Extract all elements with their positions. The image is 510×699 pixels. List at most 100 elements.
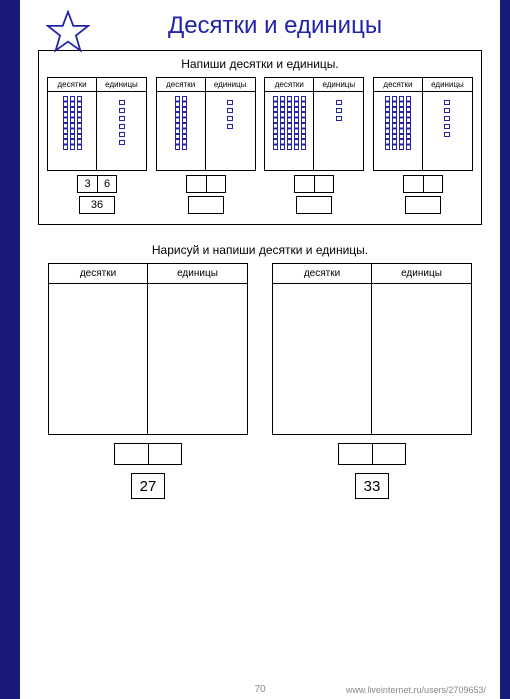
ten-bar	[385, 96, 390, 150]
total-given: 27	[131, 473, 165, 499]
units-answer[interactable]	[372, 443, 406, 465]
tens-answer[interactable]: 3	[77, 175, 97, 193]
unit-square	[119, 100, 125, 105]
big-table: десяткиединицы	[48, 263, 248, 435]
total-answer[interactable]	[405, 196, 441, 214]
units-answer[interactable]	[314, 175, 334, 193]
col-header-tens: десятки	[49, 264, 148, 284]
units-answer[interactable]	[206, 175, 226, 193]
col-header-tens: десятки	[273, 264, 372, 284]
tens-answer[interactable]	[403, 175, 423, 193]
unit-square	[444, 116, 450, 121]
col-header-tens: десятки	[374, 78, 423, 92]
units-answer[interactable]	[423, 175, 443, 193]
tens-answer[interactable]	[114, 443, 148, 465]
unit-square	[119, 132, 125, 137]
total-answer[interactable]	[188, 196, 224, 214]
unit-square	[227, 124, 233, 129]
answer-boxes	[373, 175, 473, 214]
big-answer-boxes: 33	[272, 443, 472, 499]
mini-tables-row: десяткиединицы3636десяткиединицыдесяткие…	[47, 77, 473, 214]
units-cell	[97, 92, 146, 170]
instruction-2: Нарисуй и напиши десятки и единицы.	[38, 243, 482, 257]
tens-cell	[157, 92, 206, 170]
tens-units-answer[interactable]	[294, 175, 334, 193]
tens-units-answer[interactable]	[186, 175, 226, 193]
col-header-units: единицы	[97, 78, 146, 92]
answer-boxes	[156, 175, 256, 214]
total-answer[interactable]: 36	[79, 196, 115, 214]
unit-square	[444, 124, 450, 129]
tens-answer[interactable]	[186, 175, 206, 193]
unit-square	[119, 116, 125, 121]
unit-square	[444, 108, 450, 113]
answer-boxes: 3636	[47, 175, 147, 214]
ten-bar	[406, 96, 411, 150]
unit-square	[227, 116, 233, 121]
unit-square	[119, 108, 125, 113]
unit-square	[227, 100, 233, 105]
mini-table: десяткиединицы	[373, 77, 473, 171]
ten-bar	[280, 96, 285, 150]
page-number: 70	[254, 684, 265, 695]
big-tables-row: десяткиединицы27десяткиединицы33	[38, 263, 482, 499]
ten-bar	[287, 96, 292, 150]
col-header-tens: десятки	[265, 78, 314, 92]
mini-table: десяткиединицы	[156, 77, 256, 171]
total-answer[interactable]	[296, 196, 332, 214]
tens-units-answer[interactable]	[114, 443, 182, 465]
col-header-tens: десятки	[157, 78, 206, 92]
unit-square	[336, 108, 342, 113]
units-draw-cell[interactable]	[148, 284, 247, 434]
instruction-1: Напиши десятки и единицы.	[47, 57, 473, 71]
mini-table-block: десяткиединицы3636	[47, 77, 147, 214]
tens-cell	[374, 92, 423, 170]
tens-units-answer[interactable]	[338, 443, 406, 465]
total-given: 33	[355, 473, 389, 499]
tens-cell	[48, 92, 97, 170]
ten-bar	[399, 96, 404, 150]
big-answer-boxes: 27	[48, 443, 248, 499]
ten-bar	[175, 96, 180, 150]
ten-bar	[182, 96, 187, 150]
unit-square	[444, 132, 450, 137]
ten-bar	[63, 96, 68, 150]
footer-url: www.liveinternet.ru/users/2709653/	[346, 685, 486, 695]
units-answer[interactable]	[148, 443, 182, 465]
units-draw-cell[interactable]	[372, 284, 471, 434]
col-header-units: единицы	[372, 264, 471, 284]
tens-units-answer[interactable]	[403, 175, 443, 193]
unit-square	[444, 100, 450, 105]
ten-bar	[77, 96, 82, 150]
big-table-block: десяткиединицы 27	[48, 263, 248, 499]
mini-table: десяткиединицы	[47, 77, 147, 171]
unit-square	[119, 124, 125, 129]
col-header-units: единицы	[148, 264, 247, 284]
section-draw-tens-units: Нарисуй и напиши десятки и единицы. деся…	[38, 243, 482, 499]
section-write-tens-units: Напиши десятки и единицы. десяткиединицы…	[38, 50, 482, 225]
mini-table: десяткиединицы	[264, 77, 364, 171]
tens-draw-cell[interactable]	[273, 284, 372, 434]
mini-table-block: десяткиединицы	[156, 77, 256, 214]
mini-table-block: десяткиединицы	[264, 77, 364, 214]
page-title: Десятки и единицы	[68, 12, 482, 40]
unit-square	[336, 116, 342, 121]
tens-answer[interactable]	[294, 175, 314, 193]
units-cell	[314, 92, 363, 170]
answer-boxes	[264, 175, 364, 214]
tens-cell	[265, 92, 314, 170]
ten-bar	[392, 96, 397, 150]
units-cell	[423, 92, 472, 170]
col-header-tens: десятки	[48, 78, 97, 92]
unit-square	[336, 100, 342, 105]
unit-square	[227, 108, 233, 113]
tens-answer[interactable]	[338, 443, 372, 465]
units-cell	[206, 92, 255, 170]
tens-units-answer[interactable]: 36	[77, 175, 117, 193]
big-table-block: десяткиединицы 33	[272, 263, 472, 499]
tens-draw-cell[interactable]	[49, 284, 148, 434]
col-header-units: единицы	[206, 78, 255, 92]
mini-table-block: десяткиединицы	[373, 77, 473, 214]
big-table: десяткиединицы	[272, 263, 472, 435]
units-answer[interactable]: 6	[97, 175, 117, 193]
